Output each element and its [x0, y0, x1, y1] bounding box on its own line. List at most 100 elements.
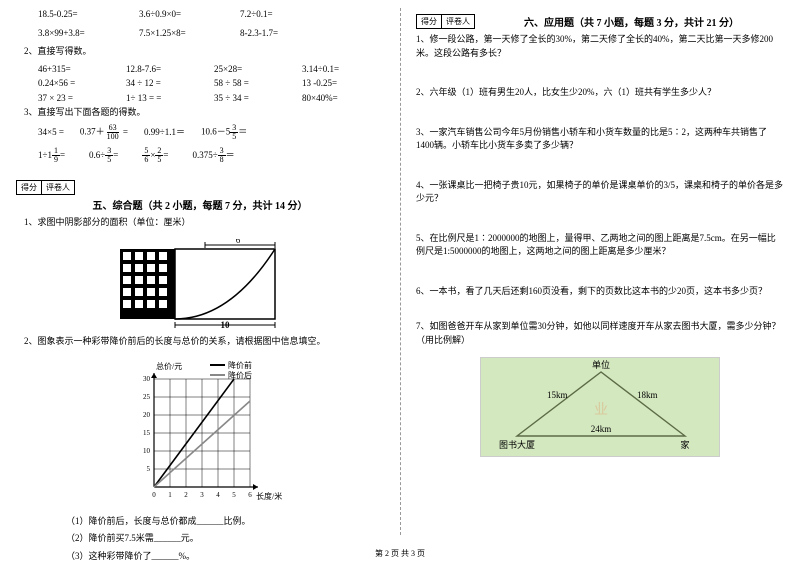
blank-1: （1）降价前后，长度与总价都成______比例。	[16, 515, 384, 529]
lx: ＝	[238, 127, 247, 137]
tri-top: 单位	[592, 359, 610, 370]
expr: 10.6－535＝	[201, 124, 247, 141]
fraction: 25	[155, 147, 163, 164]
den: 9	[52, 156, 60, 164]
lx: 0.6÷	[89, 149, 105, 162]
svg-text:4: 4	[216, 491, 220, 499]
svg-text:30: 30	[143, 375, 151, 383]
legend-a: 降价前	[228, 360, 252, 370]
watermark: 业	[594, 402, 608, 418]
tri-right: 家	[680, 439, 689, 450]
fraction: 63100	[105, 124, 121, 141]
svg-text:6: 6	[248, 491, 252, 499]
svg-text:2: 2	[184, 491, 188, 499]
lx: =	[113, 149, 118, 162]
calc2-row3: 37 × 23 = 1÷ 13 = = 35 ÷ 34 = 80×40%=	[16, 92, 384, 105]
svg-text:0: 0	[152, 491, 156, 499]
fraction: 56	[142, 147, 150, 164]
expr: 25×28=	[214, 63, 296, 76]
section6-title: 六、应用题（共 7 小题，每题 3 分，共计 21 分）	[479, 14, 784, 29]
den: 100	[105, 133, 121, 141]
expr: 46+315=	[38, 63, 120, 76]
tri-left: 图书大厦	[499, 439, 535, 450]
calc2-title: 2、直接写得数。	[16, 45, 384, 59]
den: 5	[155, 156, 163, 164]
page-footer: 第 2 页 共 3 页	[0, 548, 800, 559]
expr: 13 -0.25=	[302, 77, 384, 90]
expr: 0.24×56 =	[38, 77, 120, 90]
price-chart-svg: 总价/元 降价前 降价后 51015202530 0123456 长度/米	[110, 359, 290, 509]
q6-1: 1、修一段公路，第一天修了全长的30%，第二天修了全长的40%，第二天比第一天多…	[416, 33, 784, 60]
expr: 18.5-0.25=	[38, 8, 133, 21]
svg-text:10: 10	[143, 447, 151, 455]
den: 6	[142, 156, 150, 164]
q6-6: 6、一本书，看了几天后还剩160页没看，剩下的页数比这本书的少20页，这本书多少…	[416, 285, 784, 299]
lx: ＝	[226, 149, 235, 162]
right-column: 得分 评卷人 六、应用题（共 7 小题，每题 3 分，共计 21 分） 1、修一…	[400, 0, 800, 565]
ylabel: 总价/元	[156, 361, 182, 371]
section6-header: 得分 评卷人 六、应用题（共 7 小题，每题 3 分，共计 21 分）	[416, 14, 784, 29]
svg-text:3: 3	[200, 491, 204, 499]
expr: 3.14÷0.1=	[302, 63, 384, 76]
expr: 1÷119 =	[38, 147, 65, 164]
score-label: 得分	[17, 181, 42, 194]
expr: 3.8×99+3.8=	[38, 27, 133, 40]
calc2-row1: 46+315= 12.8-7.6= 25×28= 3.14÷0.1=	[16, 63, 384, 76]
svg-text:5: 5	[232, 491, 236, 499]
shaded-area-svg: 6 10	[110, 239, 290, 329]
triangle-figure: 单位 图书大厦 家 15km 18km 24km 业	[480, 357, 720, 457]
q5-1: 1、求图中阴影部分的面积（单位：厘米）	[16, 216, 384, 230]
side-l: 15km	[547, 390, 568, 400]
calc2-row2: 0.24×56 = 34 ÷ 12 = 58 ÷ 58 = 13 -0.25=	[16, 77, 384, 90]
expr: 34×5 =	[38, 126, 64, 139]
lx: 0.375÷	[192, 149, 217, 162]
fraction: 38	[218, 147, 226, 164]
svg-text:25: 25	[143, 393, 151, 401]
expr: 12.8-7.6=	[126, 63, 208, 76]
calc3-row1: 34×5 = 0.37＋63100 = 0.99÷1.1＝ 10.6－535＝	[16, 124, 384, 141]
expr: 0.375÷38＝	[192, 147, 234, 164]
expr: 80×40%=	[302, 92, 384, 105]
left-column: 18.5-0.25= 3.6÷0.9×0= 7.2÷0.1= 3.8×99+3.…	[0, 0, 400, 565]
calc3-title: 3、直接写出下面各题的得数。	[16, 106, 384, 120]
q6-3: 3、一家汽车销售公司今年5月份销售小轿车和小货车数量的比是5∶2，这两种车共销售…	[416, 126, 784, 153]
lx: 10.6－5	[201, 127, 230, 137]
fraction: 19	[52, 147, 60, 164]
figure-line-chart: 总价/元 降价前 降价后 51015202530 0123456 长度/米	[16, 359, 384, 509]
expr: 7.5×1.25×8=	[139, 27, 234, 40]
q6-4: 4、一张课桌比一把椅子贵10元，如果椅子的单价是课桌单价的3/5，课桌和椅子的单…	[416, 179, 784, 206]
blank-2: （2）降价前买7.5米需______元。	[16, 532, 384, 546]
lx: =	[163, 149, 168, 162]
svg-text:15: 15	[143, 429, 151, 437]
expr: 37 × 23 =	[38, 92, 120, 105]
base: 24km	[591, 424, 612, 434]
den: 8	[218, 156, 226, 164]
expr: 1÷ 13 = =	[126, 92, 208, 105]
expr: 56 × 25 =	[142, 147, 168, 164]
score-label: 得分	[417, 15, 442, 28]
figure-shaded-area: 6 10	[16, 239, 384, 329]
svg-text:5: 5	[147, 465, 151, 473]
calc3-row2: 1÷119 = 0.6÷35 = 56 × 25 = 0.375÷38＝	[16, 147, 384, 164]
triangle-svg: 单位 图书大厦 家 15km 18km 24km 业	[481, 358, 721, 458]
section5-title: 五、综合题（共 2 小题，每题 7 分，共计 14 分）	[16, 197, 384, 212]
expr: 7.2÷0.1=	[240, 8, 335, 21]
expr: 0.6÷35 =	[89, 147, 118, 164]
column-divider	[400, 8, 401, 535]
side-r: 18km	[637, 390, 658, 400]
svg-text:20: 20	[143, 411, 151, 419]
expr: 58 ÷ 58 =	[214, 77, 296, 90]
score-box: 得分 评卷人	[16, 180, 75, 195]
fraction: 35	[105, 147, 113, 164]
reviewer-label: 评卷人	[42, 181, 74, 194]
lx: 1÷1	[38, 149, 52, 162]
q6-5: 5、在比例尺是1∶2000000的地图上，量得甲、乙两地之间的图上距离是7.5c…	[416, 232, 784, 259]
expr: 0.37＋63100 =	[80, 124, 128, 141]
expr: 0.99÷1.1＝	[144, 126, 185, 139]
expr: 35 ÷ 34 =	[214, 92, 296, 105]
score-box: 得分 评卷人	[416, 14, 475, 29]
den: 5	[105, 156, 113, 164]
calc1-row1: 18.5-0.25= 3.6÷0.9×0= 7.2÷0.1=	[16, 8, 384, 21]
lx: =	[60, 149, 65, 162]
dim-10: 10	[221, 320, 231, 329]
